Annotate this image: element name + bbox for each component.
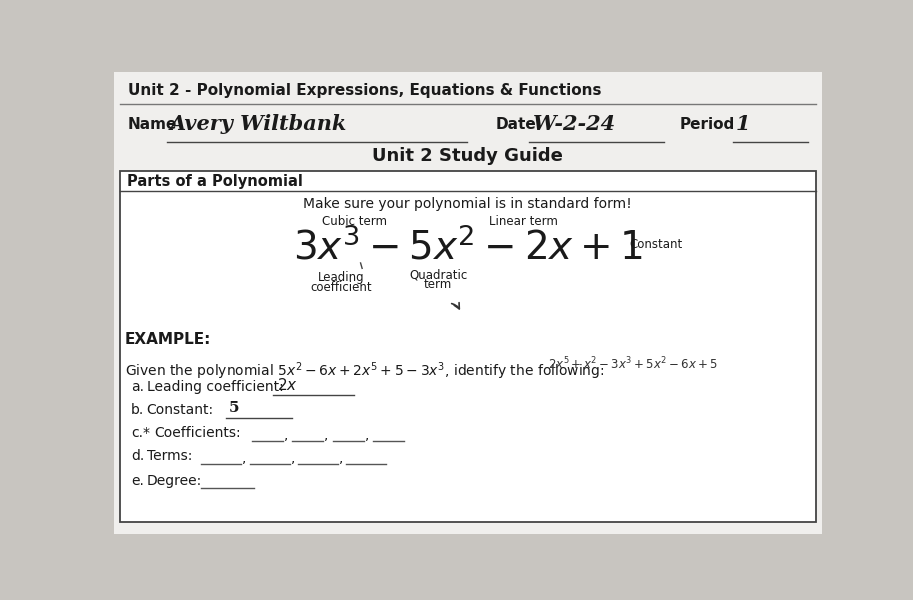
Text: Linear term: Linear term bbox=[488, 215, 558, 228]
Text: term: term bbox=[424, 278, 452, 292]
Text: Name: Name bbox=[128, 116, 177, 131]
Text: Leading: Leading bbox=[318, 271, 364, 284]
Text: Cubic term: Cubic term bbox=[322, 215, 387, 228]
Text: Leading coefficient:: Leading coefficient: bbox=[147, 380, 283, 394]
Text: 5: 5 bbox=[229, 401, 239, 415]
Text: Coefficients:: Coefficients: bbox=[154, 426, 241, 440]
Text: Terms:: Terms: bbox=[147, 449, 192, 463]
Text: Constant:: Constant: bbox=[147, 403, 214, 417]
Text: Degree:: Degree: bbox=[147, 474, 202, 488]
Text: Parts of a Polynomial: Parts of a Polynomial bbox=[127, 175, 302, 190]
Text: c.*: c.* bbox=[131, 426, 150, 440]
Text: Period: Period bbox=[680, 116, 735, 131]
Text: Given the polynomial $5x^2 - 6x + 2x^5 + 5 - 3x^3$, identify the following:: Given the polynomial $5x^2 - 6x + 2x^5 +… bbox=[125, 361, 604, 382]
Text: W-2-24: W-2-24 bbox=[532, 113, 615, 134]
Text: ,: , bbox=[284, 428, 289, 442]
Text: a.: a. bbox=[131, 380, 144, 394]
Text: b.: b. bbox=[131, 403, 144, 417]
Text: Quadratic: Quadratic bbox=[409, 268, 467, 281]
Text: ,: , bbox=[242, 451, 247, 465]
Text: e.: e. bbox=[131, 474, 144, 488]
Text: Make sure your polynomial is in standard form!: Make sure your polynomial is in standard… bbox=[303, 197, 632, 211]
Text: Date: Date bbox=[496, 116, 536, 131]
Bar bbox=[121, 170, 815, 523]
Text: ,: , bbox=[339, 451, 343, 465]
Text: 1: 1 bbox=[736, 113, 750, 134]
Text: EXAMPLE:: EXAMPLE: bbox=[125, 332, 211, 347]
Text: $3x^3 - 5x^2 - 2x + 1$: $3x^3 - 5x^2 - 2x + 1$ bbox=[293, 227, 643, 267]
Text: d.: d. bbox=[131, 449, 144, 463]
Text: Unit 2 - Polynomial Expressions, Equations & Functions: Unit 2 - Polynomial Expressions, Equatio… bbox=[128, 83, 602, 98]
Text: Constant: Constant bbox=[629, 238, 683, 251]
Text: Avery Wiltbank: Avery Wiltbank bbox=[170, 113, 347, 134]
Text: coefficient: coefficient bbox=[310, 281, 372, 293]
Text: ,: , bbox=[291, 451, 295, 465]
Text: ,: , bbox=[324, 428, 329, 442]
Text: $2x^5+x^2-3x^3+5x^2-6x+5$: $2x^5+x^2-3x^3+5x^2-6x+5$ bbox=[548, 355, 718, 372]
Text: ,: , bbox=[364, 428, 369, 442]
Text: $2x$: $2x$ bbox=[277, 377, 298, 393]
Text: Unit 2 Study Guide: Unit 2 Study Guide bbox=[373, 146, 563, 164]
